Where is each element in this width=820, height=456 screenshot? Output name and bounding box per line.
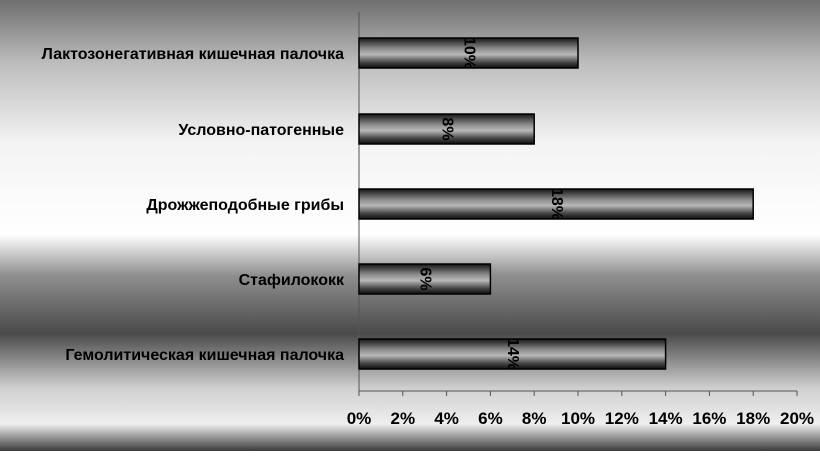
x-tick-label: 0% — [347, 409, 372, 428]
category-label: Гемолитическая кишечная палочка — [65, 347, 344, 364]
x-tick-label: 18% — [736, 409, 770, 428]
bar — [358, 188, 754, 220]
x-tick-label: 4% — [434, 409, 459, 428]
category-label: Стафилококк — [239, 272, 345, 289]
data-label: 14% — [504, 338, 521, 370]
data-label: 10% — [460, 37, 477, 69]
data-label: 18% — [548, 188, 565, 220]
x-tick-label: 10% — [561, 409, 595, 428]
x-tick-label: 8% — [522, 409, 547, 428]
data-label: 6% — [416, 267, 433, 290]
x-tick-label: 20% — [780, 409, 814, 428]
data-label: 8% — [438, 117, 455, 140]
plot-layer: 0% 2% 4% 6% 8% 10% 12% 14% 16% 18% 20% Лактозонегат… — [42, 12, 814, 428]
x-tick-label: 12% — [605, 409, 639, 428]
x-tick-label: 16% — [692, 409, 726, 428]
bar — [358, 113, 535, 145]
category-label: Дрожжеподобные грибы — [146, 197, 344, 214]
bar — [358, 263, 492, 295]
category-label: Лактозонегативная кишечная палочка — [42, 46, 345, 63]
x-tick-label: 14% — [649, 409, 683, 428]
category-label: Условно-патогенные — [178, 122, 344, 139]
bar — [358, 37, 579, 69]
x-tick-label: 2% — [391, 409, 416, 428]
x-tick-label: 6% — [478, 409, 503, 428]
bar — [358, 338, 667, 370]
